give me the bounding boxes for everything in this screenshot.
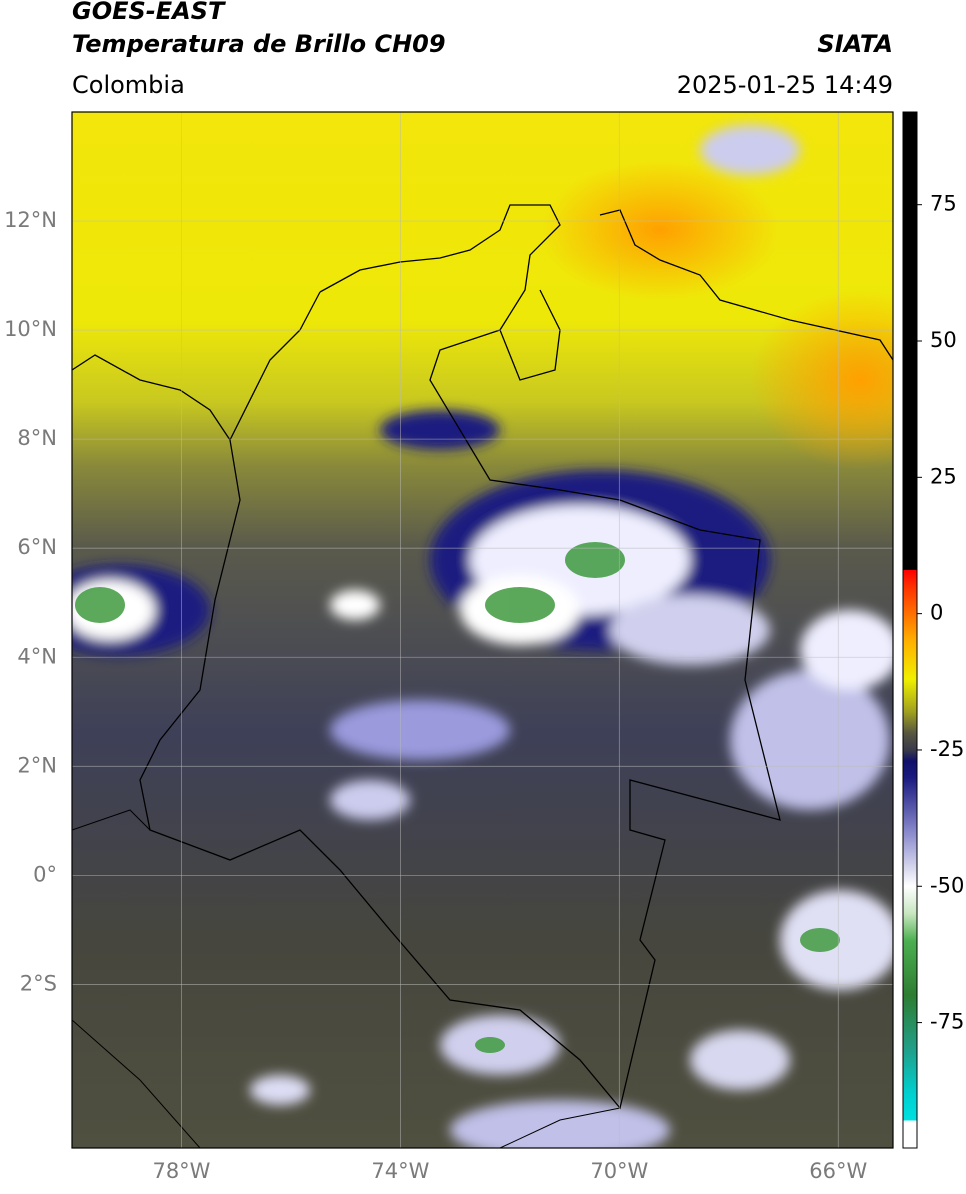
- y-tick-label: 4°N: [17, 644, 57, 668]
- y-tick-label: 10°N: [4, 317, 57, 341]
- source: SIATA: [817, 30, 893, 58]
- colorbar-tick-label: 75: [930, 192, 957, 216]
- x-tick-label: 78°W: [152, 1159, 210, 1183]
- colorbar-tick-label: -25: [930, 737, 964, 761]
- x-tick-label: 66°W: [809, 1159, 867, 1183]
- colorbar-tick-label: -75: [930, 1010, 964, 1034]
- y-tick-label: 12°N: [4, 208, 57, 232]
- timestamp: 2025-01-25 14:49: [677, 71, 893, 99]
- title: GOES-EAST: [72, 0, 226, 25]
- y-tick-label: 8°N: [17, 426, 57, 450]
- y-tick-label: 6°N: [17, 535, 57, 559]
- y-tick-label: 2°S: [20, 971, 57, 995]
- x-tick-label: 70°W: [590, 1159, 648, 1183]
- colorbar: [903, 112, 917, 1148]
- subtitle: Temperatura de Brillo CH09: [72, 30, 446, 58]
- graticule: [72, 112, 893, 1148]
- colorbar-frame: [902, 111, 918, 1149]
- colorbar-tick-label: 50: [930, 328, 957, 352]
- colorbar-tick-label: 0: [930, 601, 943, 625]
- x-tick-label: 74°W: [371, 1159, 429, 1183]
- map-frame: [71, 111, 894, 1149]
- y-tick-label: 2°N: [17, 753, 57, 777]
- colorbar-tick-label: 25: [930, 464, 957, 488]
- colorbar-tick-label: -50: [930, 873, 964, 897]
- satellite-image: [72, 112, 893, 1148]
- region: Colombia: [72, 71, 185, 99]
- y-tick-label: 0°: [33, 862, 57, 886]
